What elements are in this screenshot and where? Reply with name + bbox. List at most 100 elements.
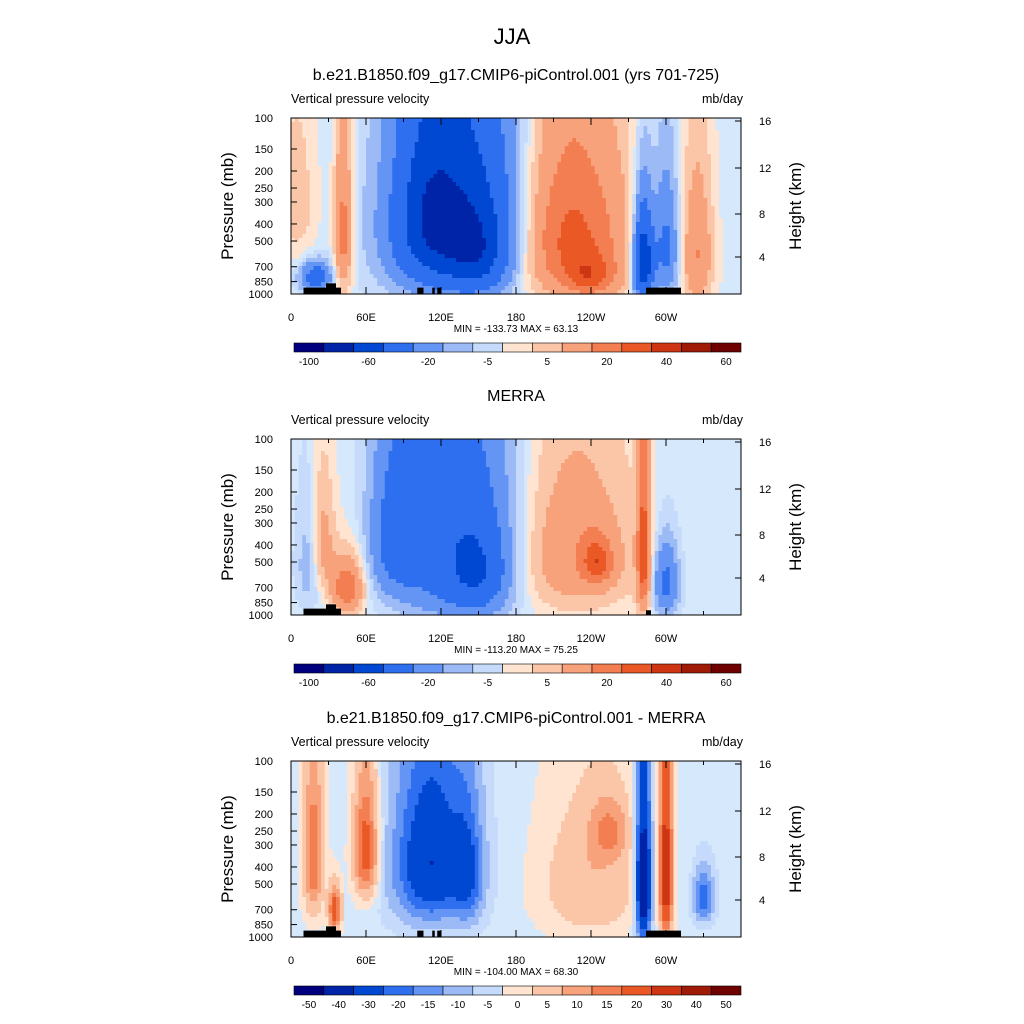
field-cell — [501, 226, 506, 231]
field-cell — [291, 270, 296, 275]
field-cell — [317, 266, 322, 271]
field-cell — [471, 238, 476, 243]
field-cell — [448, 186, 453, 191]
field-cell — [294, 238, 300, 243]
field-cell — [437, 278, 442, 283]
field-cell — [471, 218, 476, 223]
field-cell — [309, 162, 315, 167]
field-cell — [343, 270, 348, 275]
field-cell — [366, 118, 371, 123]
field-cell — [478, 218, 483, 223]
field-cell — [512, 270, 517, 275]
field-cell — [384, 258, 390, 263]
field-cell — [538, 130, 543, 135]
field-cell — [617, 118, 622, 123]
field-cell — [583, 262, 588, 267]
field-cell — [332, 202, 337, 207]
field-cell — [467, 262, 472, 267]
field-cell — [684, 178, 690, 183]
field-cell — [366, 122, 371, 127]
field-cell — [407, 262, 412, 267]
field-cell — [587, 214, 592, 219]
field-cell — [298, 278, 303, 283]
field-cell — [501, 282, 506, 287]
field-cell — [703, 226, 708, 231]
field-cell — [474, 154, 480, 159]
field-cell — [411, 439, 416, 444]
field-cell — [591, 234, 596, 239]
field-cell — [332, 250, 337, 255]
field-cell — [452, 150, 457, 155]
field-cell — [711, 150, 716, 155]
field-cell — [662, 218, 667, 223]
field-cell — [366, 443, 371, 448]
field-cell — [606, 254, 611, 259]
field-cell — [549, 222, 555, 227]
field-cell — [598, 182, 603, 187]
field-cell — [602, 270, 607, 275]
field-cell — [609, 166, 615, 171]
field-cell — [714, 158, 720, 163]
field-cell — [414, 170, 420, 175]
field-cell — [557, 242, 562, 247]
field-cell — [523, 138, 528, 143]
field-cell — [602, 146, 607, 151]
field-cell — [426, 190, 431, 195]
field-cell — [583, 170, 588, 175]
field-cell — [396, 258, 401, 263]
field-cell — [666, 250, 671, 255]
field-cell — [347, 266, 352, 271]
field-cell — [493, 138, 498, 143]
field-cell — [609, 126, 615, 131]
field-cell — [516, 182, 521, 187]
field-cell — [538, 138, 543, 143]
field-cell — [579, 174, 585, 179]
field-cell — [703, 234, 708, 239]
field-cell — [508, 242, 513, 247]
field-cell — [594, 150, 600, 155]
field-cell — [688, 282, 693, 287]
field-cell — [531, 218, 536, 223]
field-cell — [384, 290, 390, 295]
field-cell — [452, 158, 457, 163]
field-cell — [444, 214, 450, 219]
field-cell — [654, 174, 660, 179]
field-cell — [497, 439, 502, 444]
field-cell — [437, 218, 442, 223]
field-cell — [504, 218, 510, 223]
field-cell — [309, 206, 315, 211]
field-cell — [583, 178, 588, 183]
field-cell — [396, 206, 401, 211]
field-cell — [624, 230, 630, 235]
field-cell — [362, 150, 367, 155]
field-cell — [489, 182, 495, 187]
field-cell — [493, 174, 498, 179]
field-cell — [711, 270, 716, 275]
field-cell — [598, 190, 603, 195]
field-cell — [549, 154, 555, 159]
field-cell — [546, 262, 551, 267]
field-cell — [336, 250, 341, 255]
field-cell — [538, 270, 543, 275]
field-cell — [621, 154, 626, 159]
field-cell — [673, 266, 678, 271]
field-cell — [707, 134, 712, 139]
field-cell — [294, 166, 300, 171]
field-cell — [538, 290, 543, 295]
colorbar-box — [442, 342, 474, 353]
field-cell — [294, 218, 300, 223]
field-cell — [568, 270, 573, 275]
field-cell — [677, 242, 682, 247]
field-cell — [381, 190, 386, 195]
field-cell — [688, 254, 693, 259]
field-cell — [313, 266, 318, 271]
field-cell — [441, 130, 446, 135]
field-cell — [583, 286, 588, 291]
y-tick-label: 150 — [255, 144, 273, 156]
field-cell — [703, 178, 708, 183]
field-cell — [309, 154, 315, 159]
field-cell — [471, 234, 476, 239]
field-cell — [516, 230, 521, 235]
field-cell — [508, 250, 513, 255]
field-cell — [437, 146, 442, 151]
